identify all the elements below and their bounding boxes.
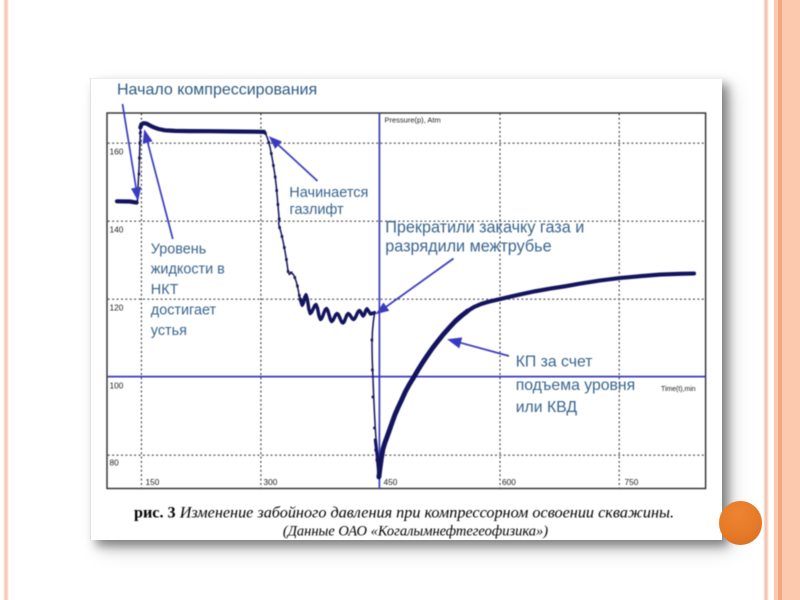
svg-text:Начинается: Начинается — [289, 185, 368, 201]
svg-text:Начало компрессирования: Начало компрессирования — [117, 82, 317, 99]
svg-text:рис. 3 Изменение забойного дав: рис. 3 Изменение забойного давления при … — [134, 504, 674, 522]
svg-text:120: 120 — [110, 303, 124, 313]
svg-text:достигает: достигает — [151, 303, 217, 319]
svg-text:100: 100 — [110, 381, 124, 391]
svg-text:подъема уровня: подъема уровня — [516, 377, 636, 394]
svg-text:450: 450 — [384, 477, 398, 487]
svg-text:600: 600 — [502, 477, 516, 487]
svg-text:Pressure(p), Atm: Pressure(p), Atm — [385, 116, 441, 125]
svg-text:КП за счет: КП за счет — [516, 354, 593, 371]
svg-text:разрядили межтрубье: разрядили межтрубье — [385, 237, 551, 255]
svg-text:жидкости в: жидкости в — [151, 262, 225, 278]
svg-text:устья: устья — [151, 323, 187, 339]
svg-text:Прекратили закачку газа и: Прекратили закачку газа и — [385, 218, 584, 236]
svg-text:Уровень: Уровень — [151, 241, 206, 257]
svg-text:300: 300 — [264, 477, 278, 487]
svg-text:(Данные ОАО «Когалымнефтегеофи: (Данные ОАО «Когалымнефтегеофизика») — [283, 524, 548, 540]
svg-text:или КВД: или КВД — [516, 399, 578, 416]
svg-text:НКТ: НКТ — [151, 282, 179, 298]
svg-text:газлифт: газлифт — [290, 202, 345, 218]
svg-text:160: 160 — [110, 147, 124, 157]
svg-text:Time(t),min: Time(t),min — [661, 386, 696, 393]
svg-text:80: 80 — [110, 458, 120, 468]
svg-text:750: 750 — [625, 477, 639, 487]
svg-text:140: 140 — [110, 225, 124, 235]
svg-text:150: 150 — [146, 477, 160, 487]
